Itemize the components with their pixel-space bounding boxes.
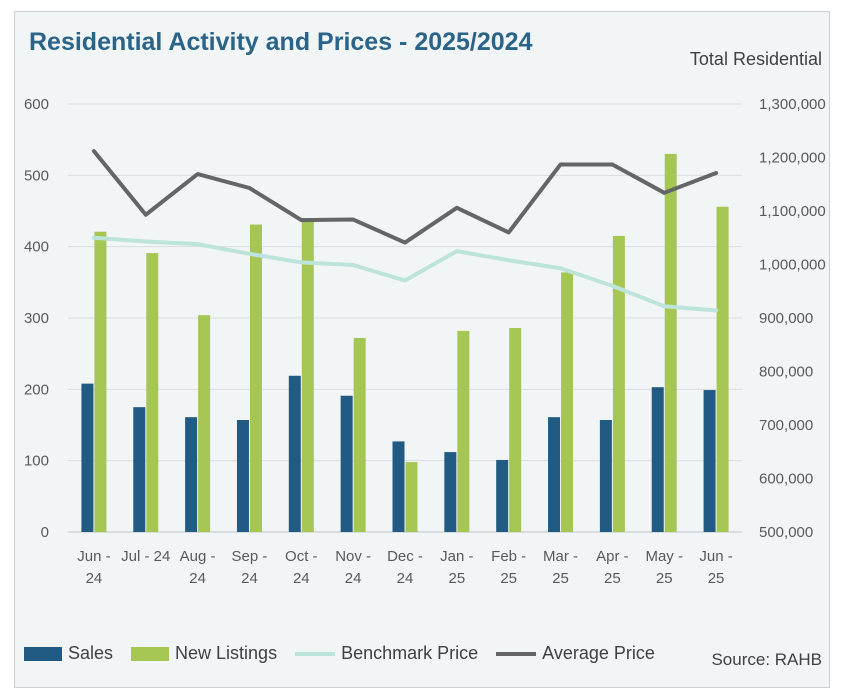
bar-new-listings bbox=[353, 337, 366, 532]
x-tick-label-line2: 25 bbox=[449, 570, 466, 587]
bar-sales bbox=[288, 375, 301, 532]
y-left-tick-label: 100 bbox=[24, 453, 49, 470]
y-right-tick-label: 800,000 bbox=[759, 364, 813, 381]
x-tick-label: Sep - bbox=[232, 548, 268, 565]
x-tick-label: Mar - bbox=[543, 548, 578, 565]
bar-sales bbox=[599, 420, 612, 532]
legend-label-average-price: Average Price bbox=[542, 643, 655, 663]
bar-sales bbox=[651, 387, 664, 532]
bar-new-listings bbox=[198, 315, 211, 532]
bar-sales bbox=[444, 452, 457, 532]
bar-new-listings bbox=[716, 206, 729, 532]
x-tick-label: Jun - bbox=[77, 548, 110, 565]
x-tick-label-line2: 25 bbox=[656, 570, 673, 587]
y-left-tick-label: 0 bbox=[41, 524, 49, 541]
bar-sales bbox=[236, 420, 249, 532]
x-tick-label: Dec - bbox=[387, 548, 423, 565]
y-right-tick-label: 1,300,000 bbox=[759, 96, 826, 113]
bar-sales bbox=[185, 417, 198, 532]
x-tick-label: Feb - bbox=[491, 548, 526, 565]
y-right-tick-label: 900,000 bbox=[759, 310, 813, 327]
y-left-tick-label: 400 bbox=[24, 239, 49, 256]
x-tick-label: Aug - bbox=[180, 548, 216, 565]
bar-sales bbox=[340, 395, 353, 532]
x-tick-label: Apr - bbox=[596, 548, 629, 565]
x-tick-label: May - bbox=[645, 548, 683, 565]
y-right-tick-label: 1,200,000 bbox=[759, 150, 826, 167]
legend-label-sales: Sales bbox=[68, 643, 114, 663]
legend-label-benchmark-price: Benchmark Price bbox=[341, 643, 479, 663]
x-tick-label: Oct - bbox=[285, 548, 318, 565]
y-right-tick-label: 700,000 bbox=[759, 417, 813, 434]
y-right-tick-label: 1,000,000 bbox=[759, 257, 826, 274]
legend-swatch-average-price bbox=[496, 651, 537, 656]
y-right-tick-label: 500,000 bbox=[759, 524, 813, 541]
y-right-tick-label: 600,000 bbox=[759, 471, 813, 488]
legend-swatch-benchmark-price bbox=[295, 651, 336, 656]
x-tick-label-line2: 25 bbox=[604, 570, 621, 587]
legend-swatch-sales bbox=[24, 646, 62, 661]
bar-sales bbox=[496, 459, 509, 532]
bar-new-listings bbox=[301, 218, 314, 532]
legend-item-benchmark-price: Benchmark Price bbox=[295, 643, 478, 664]
x-tick-label: Jul - 24 bbox=[121, 548, 170, 565]
chart-title: Residential Activity and Prices - 2025/2… bbox=[29, 28, 533, 56]
x-tick-label: Jun - bbox=[699, 548, 732, 565]
legend-label-new-listings: New Listings bbox=[175, 643, 278, 663]
x-tick-label: Jan - bbox=[440, 548, 473, 565]
line-benchmark-price bbox=[91, 235, 719, 313]
bar-sales bbox=[81, 383, 94, 532]
y-left-tick-label: 500 bbox=[24, 167, 49, 184]
x-tick-label-line2: 24 bbox=[345, 570, 362, 587]
bar-new-listings bbox=[561, 272, 574, 532]
x-tick-label-line2: 24 bbox=[241, 570, 258, 587]
bar-new-listings bbox=[509, 327, 522, 532]
bar-new-listings bbox=[612, 235, 625, 532]
chart-legend: Sales New Listings Benchmark Price Avera… bbox=[24, 643, 673, 664]
bar-sales bbox=[703, 390, 716, 532]
y-left-tick-label: 200 bbox=[24, 381, 49, 398]
bar-new-listings bbox=[249, 224, 262, 532]
bar-new-listings bbox=[146, 253, 159, 532]
bar-new-listings bbox=[664, 153, 677, 532]
legend-item-sales: Sales bbox=[24, 643, 113, 664]
x-tick-label-line2: 25 bbox=[500, 570, 517, 587]
bar-sales bbox=[548, 417, 561, 532]
y-left-tick-label: 300 bbox=[24, 310, 49, 327]
legend-swatch-new-listings bbox=[131, 646, 170, 661]
line-average-price bbox=[91, 149, 719, 245]
legend-item-average-price: Average Price bbox=[496, 643, 655, 664]
x-tick-label-line2: 25 bbox=[552, 570, 569, 587]
x-tick-label: Nov - bbox=[335, 548, 371, 565]
x-tick-label-line2: 25 bbox=[708, 570, 725, 587]
bar-new-listings bbox=[94, 231, 107, 533]
source-note: Source: RAHB bbox=[711, 650, 822, 669]
x-tick-label-line2: 24 bbox=[293, 570, 310, 587]
legend-item-new-listings: New Listings bbox=[131, 643, 277, 664]
x-tick-label-line2: 24 bbox=[189, 570, 206, 587]
bar-sales bbox=[392, 441, 405, 532]
bar-new-listings bbox=[457, 330, 470, 532]
bar-new-listings bbox=[405, 462, 418, 532]
y-left-tick-label: 600 bbox=[24, 96, 49, 113]
bar-sales bbox=[133, 407, 146, 532]
y-right-tick-label: 1,100,000 bbox=[759, 203, 826, 220]
x-tick-label-line2: 24 bbox=[397, 570, 414, 587]
x-tick-label-line2: 24 bbox=[86, 570, 103, 587]
chart-subtitle: Total Residential bbox=[689, 49, 822, 69]
